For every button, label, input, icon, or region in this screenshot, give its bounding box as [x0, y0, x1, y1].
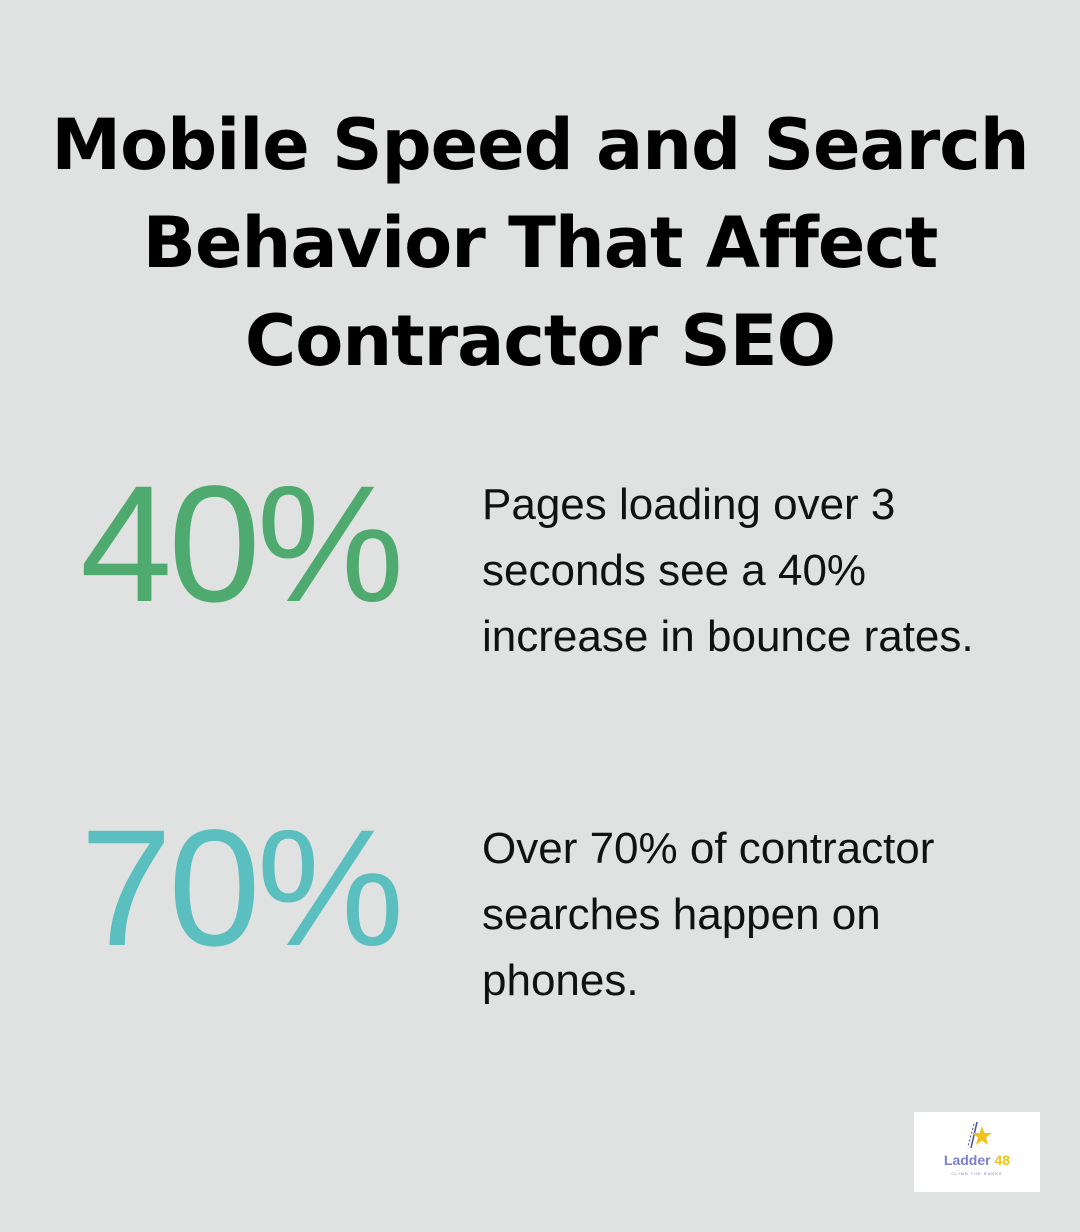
- ladder48-logo: Ladder 48 CLIMB THE RANKS: [914, 1112, 1040, 1192]
- logo-tagline: CLIMB THE RANKS: [951, 1171, 1003, 1176]
- stat-value: 40%: [80, 452, 404, 637]
- page-title: Mobile Speed and Search Behavior That Af…: [40, 96, 1040, 390]
- stat-value: 70%: [80, 796, 404, 981]
- title-line: Behavior That Affect: [142, 202, 939, 284]
- stat-description: Pages loading over 3 seconds see a 40% i…: [482, 480, 974, 661]
- title-line: Mobile Speed and Search: [51, 104, 1029, 186]
- ladder-star-icon: [967, 1121, 992, 1149]
- stat-description: Over 70% of contractor searches happen o…: [482, 824, 935, 1005]
- logo-wordmark: Ladder 48: [943, 1152, 1011, 1168]
- title-line: Contractor SEO: [244, 300, 836, 382]
